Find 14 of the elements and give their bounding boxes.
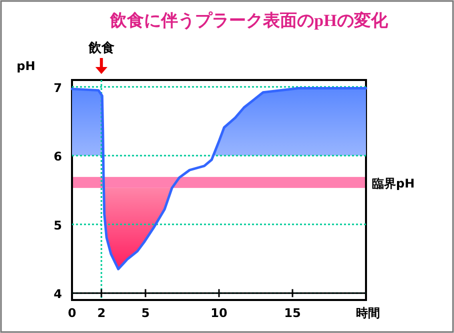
y-tick-label: 4 bbox=[54, 287, 62, 302]
x-tick-label: 10 bbox=[210, 306, 228, 320]
y-axis-title: pH bbox=[16, 59, 36, 73]
y-tick-label: 7 bbox=[54, 80, 62, 95]
chart-title: 飲食に伴うプラーク表面のpHの変化 bbox=[109, 11, 389, 30]
x-tick-label: 5 bbox=[141, 306, 150, 320]
x-tick-label: 2 bbox=[97, 306, 106, 320]
band-label: 臨界pH bbox=[372, 176, 415, 190]
x-tick-label: 0 bbox=[68, 306, 76, 320]
y-tick-label: 5 bbox=[54, 218, 62, 232]
x-tick-label: 15 bbox=[284, 306, 301, 320]
ref-line-label: 飲食 bbox=[87, 41, 114, 56]
x-axis-title: 時間 bbox=[356, 306, 380, 320]
y-tick-label: 6 bbox=[54, 150, 62, 164]
